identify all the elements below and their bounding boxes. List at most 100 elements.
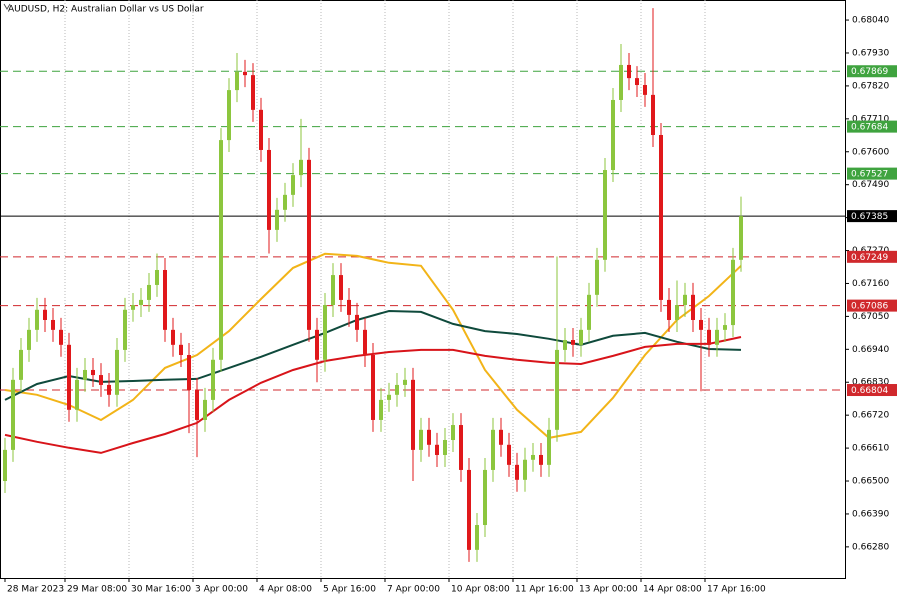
candle-body [371,355,375,420]
candle-body [155,269,159,285]
x-tick-label: 5 Apr 16:00 [323,585,376,595]
candle-body [139,299,143,306]
y-tick-label: 0.66610 [852,444,889,454]
candle-body [467,469,471,550]
candle-body [651,94,655,135]
candle-body [699,319,703,330]
candle-body [227,90,231,141]
candle-body [147,284,151,300]
candle-body [427,429,431,445]
moving-average [4,252,742,439]
candle-body [59,329,63,345]
candle-body [275,209,279,230]
candle-body [43,309,47,320]
candle-body [219,140,223,360]
candle-body [315,329,319,360]
level-box [847,299,897,312]
y-tick-label: 0.67050 [852,312,889,322]
candle-body [739,216,743,260]
x-tick-label: 4 Apr 08:00 [259,585,312,595]
candle-body [579,329,583,345]
x-tick-label: 3 Apr 00:00 [195,585,248,595]
x-tick-label: 13 Apr 00:00 [579,585,638,595]
candle-body [475,525,479,550]
candle-body [339,275,343,300]
candle-body [659,134,663,300]
candle-body [251,75,255,110]
candle-body [539,454,543,465]
candle-body [363,329,367,356]
candle-body [99,375,103,385]
y-tick-label: 0.66830 [852,378,889,388]
candle-body [283,194,287,210]
moving-average [4,309,742,401]
level-label: 0.67684 [851,123,888,133]
candle-body [11,379,15,450]
last-price-label: 0.67385 [851,212,888,222]
candle-body [563,340,567,350]
candle-body [171,329,175,345]
candle-body [131,305,135,310]
x-tick-label: 10 Apr 08:00 [451,585,510,595]
candle-body [515,464,519,480]
symbol-icon [3,3,11,10]
candle-body [195,390,199,420]
level-label: 0.67527 [851,170,888,180]
candle-body [307,159,311,330]
candle-body [555,349,559,430]
candle-body [235,71,239,91]
candle-body [435,444,439,455]
candle-body [691,294,695,320]
candle-body [3,449,7,482]
level-label: 0.67869 [851,67,888,77]
candle-body [667,299,671,320]
candle-body [723,325,727,330]
candle-body [115,349,119,395]
candle-body [395,384,399,395]
candle-body [707,329,711,345]
x-tick-label: 14 Apr 08:00 [643,585,702,595]
candle-body [83,369,87,380]
y-tick-label: 0.66940 [852,345,889,355]
candle-body [347,299,351,315]
candle-body [499,429,503,445]
y-tick-label: 0.66500 [852,477,889,487]
candle-body [731,259,735,326]
candle-body [299,159,303,176]
candle-body [531,454,535,460]
candle-body [379,399,383,420]
x-tick-label: 7 Apr 00:00 [387,585,440,595]
candle-body [571,340,575,345]
candle-body [603,170,607,260]
candle-body [387,394,391,400]
candle-body [163,269,167,330]
x-tick-label: 29 Mar 08:00 [67,585,127,595]
y-tick-label: 0.66280 [852,542,889,552]
candle-body [403,379,407,385]
level-box [847,384,897,397]
candle-body [683,294,687,306]
y-tick-label: 0.67930 [852,48,889,58]
candle-body [291,175,295,195]
candle-body [411,379,415,450]
candle-body [331,275,335,306]
candle-body [459,425,463,470]
candle-body [507,444,511,465]
candle-body [675,305,679,320]
candle-body [635,78,639,86]
x-tick-label: 30 Mar 16:00 [131,585,191,595]
x-tick-label: 11 Apr 16:00 [515,585,574,595]
candle-body [91,369,95,376]
candle-body [483,469,487,526]
candle-body [443,440,447,455]
candle-body [619,64,623,100]
candle-body [67,344,71,410]
candle-body [211,359,215,400]
candle-body [611,99,615,171]
x-tick-label: 28 Mar 2023 [7,585,64,595]
y-tick-label: 0.67600 [852,147,889,157]
y-tick-label: 0.67710 [852,114,889,124]
chart-title: AUDUSD, H2: Australian Dollar vs US Doll… [8,5,204,15]
candle-body [491,429,495,470]
